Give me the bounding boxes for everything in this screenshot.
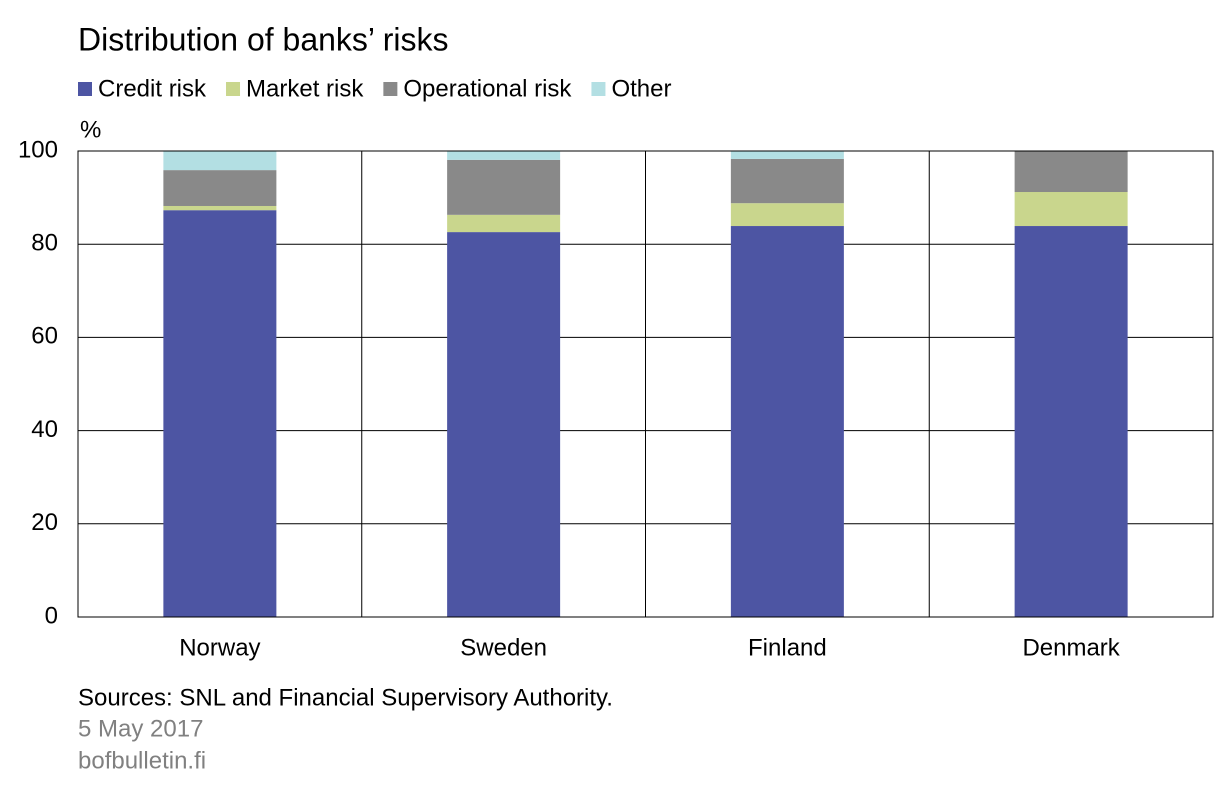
bar-segment [447,151,561,160]
bar-segment [163,205,277,211]
y-axis-label: % [80,116,101,143]
legend-label: Credit risk [98,75,207,102]
chart-title: Distribution of banks’ risks [78,21,449,57]
bar-segment [730,203,844,227]
y-tick-label: 40 [31,416,58,443]
bar-segment [1014,192,1128,227]
y-tick-label: 60 [31,323,58,350]
bar-segment [163,170,277,206]
x-tick-label: Finland [748,634,827,661]
y-tick-label: 0 [45,602,58,629]
y-tick-label: 100 [18,136,58,163]
source: Sources: SNL and Financial Supervisory A… [78,684,613,711]
legend-swatch [591,82,606,96]
legend-swatch [78,82,92,96]
plot-frame [77,150,1214,618]
bar-segment [447,232,561,618]
bar-segment [730,226,844,617]
bar-segment [1014,226,1128,617]
legend-label: Market risk [246,75,364,102]
bar-segment [1014,151,1128,193]
date: 5 May 2017 [78,715,203,742]
legend-swatch [226,82,241,96]
bar-segment [730,158,844,204]
legend-label: Other [611,75,671,102]
bar-segment [447,159,561,215]
legend-label: Operational risk [403,75,572,102]
site: bofbulletin.fi [78,747,206,774]
x-tick-label: Sweden [460,634,547,661]
bar-segment [163,151,277,171]
y-tick-label: 80 [31,230,58,257]
bar-segment [163,210,277,617]
legend-swatch [383,82,398,96]
bar-segment [730,151,844,159]
x-tick-label: Denmark [1022,634,1120,661]
y-tick-label: 20 [31,509,58,536]
x-tick-label: Norway [179,634,260,661]
bar-segment [447,214,561,233]
